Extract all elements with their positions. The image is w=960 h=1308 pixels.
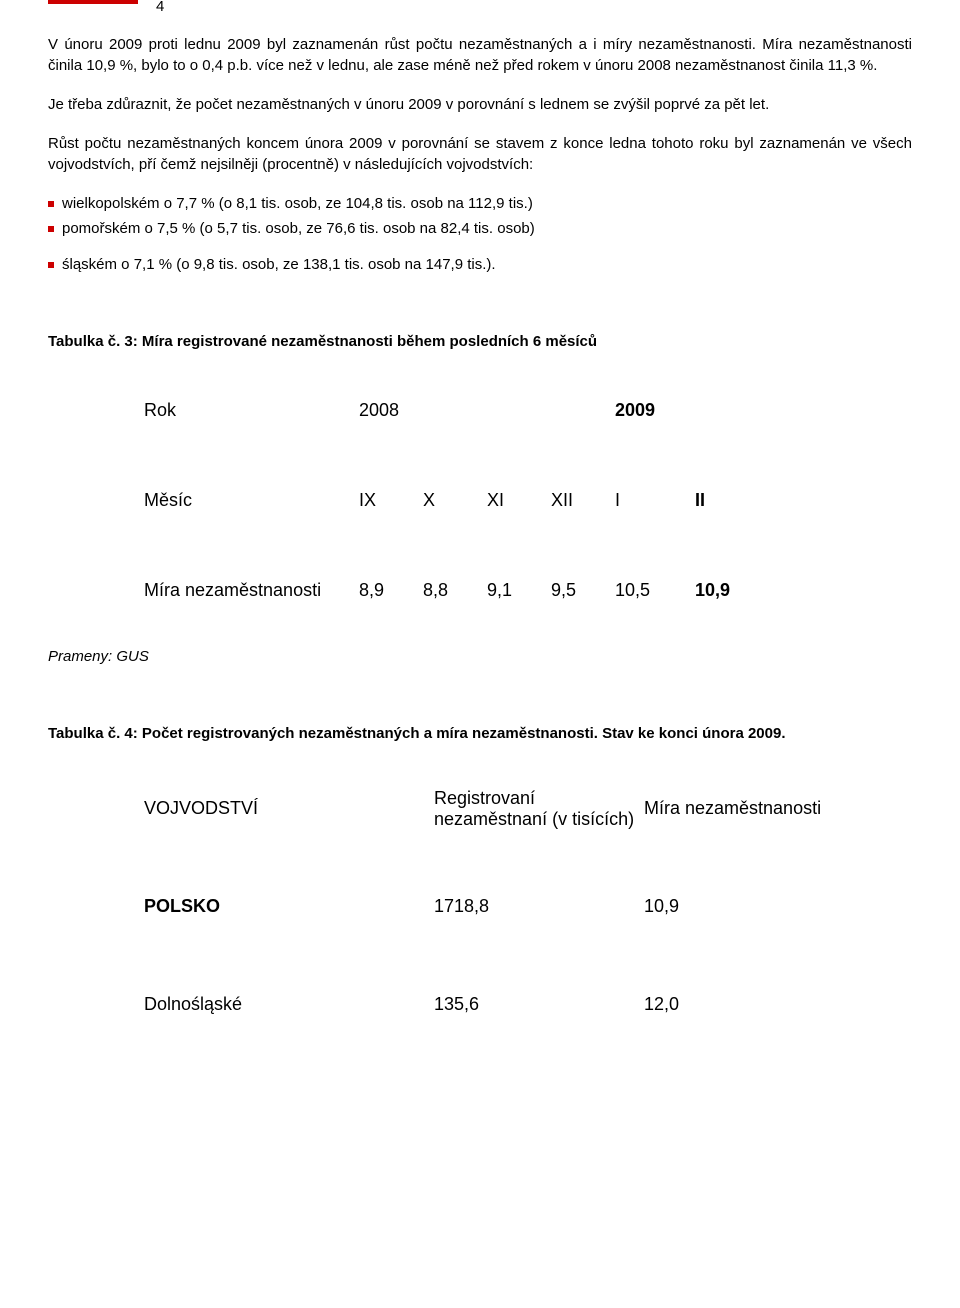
cell: X [423, 490, 487, 511]
table-header-row: VOJVODSTVÍ Registrovaní nezaměstnaní (v … [144, 770, 864, 848]
table3-title: Tabulka č. 3: Míra registrované nezaměst… [48, 333, 912, 350]
cell: Dolnośląské [144, 994, 434, 1015]
paragraph-2: Je třeba zdůraznit, že počet nezaměstnan… [48, 94, 912, 115]
cell: 1718,8 [434, 896, 644, 917]
cell: 135,6 [434, 994, 644, 1015]
list-item: pomořském o 7,5 % (o 5,7 tis. osob, ze 7… [48, 218, 912, 241]
cell: XI [487, 490, 551, 511]
bullet-list-1: wielkopolském o 7,7 % (o 8,1 tis. osob, … [48, 193, 912, 240]
cell: IX [359, 490, 423, 511]
bullet-list-2: śląském o 7,1 % (o 9,8 tis. osob, ze 138… [48, 254, 912, 277]
cell: 8,9 [359, 580, 423, 601]
cell: XII [551, 490, 615, 511]
cell: 10,5 [615, 580, 695, 601]
page-number-row: 4 [48, 4, 912, 20]
list-item: śląském o 7,1 % (o 9,8 tis. osob, ze 138… [48, 254, 912, 277]
header-cell: Míra nezaměstnanosti [644, 798, 854, 819]
source-note: Prameny: GUS [48, 648, 912, 665]
table-row: Dolnośląské 135,6 12,0 [144, 966, 864, 1044]
document-page: 4 V únoru 2009 proti lednu 2009 byl zazn… [0, 0, 960, 1104]
cell: I [615, 490, 695, 511]
cell: II [695, 490, 775, 511]
cell-label: Míra nezaměstnanosti [144, 580, 359, 601]
cell-label: Měsíc [144, 490, 359, 511]
table-row: Rok 2008 2009 [144, 378, 794, 444]
table-row: Měsíc IX X XI XII I II [144, 468, 794, 534]
list-item: wielkopolském o 7,7 % (o 8,1 tis. osob, … [48, 193, 912, 216]
paragraph-3: Růst počtu nezaměstnaných koncem února 2… [48, 133, 912, 175]
table-row: POLSKO 1718,8 10,9 [144, 868, 864, 946]
table4-title: Tabulka č. 4: Počet registrovaných nezam… [48, 725, 912, 742]
cell: 8,8 [423, 580, 487, 601]
table4: VOJVODSTVÍ Registrovaní nezaměstnaní (v … [144, 770, 864, 1044]
cell: 10,9 [644, 896, 854, 917]
table-row: Míra nezaměstnanosti 8,9 8,8 9,1 9,5 10,… [144, 558, 794, 624]
cell: 2008 [359, 400, 615, 421]
cell: 9,1 [487, 580, 551, 601]
cell: 9,5 [551, 580, 615, 601]
page-number: 4 [156, 0, 164, 15]
cell-label: Rok [144, 400, 359, 421]
table3: Rok 2008 2009 Měsíc IX X XI XII I II Mír… [144, 378, 794, 624]
header-cell: Registrovaní nezaměstnaní (v tisících) [434, 788, 644, 830]
paragraph-1: V únoru 2009 proti lednu 2009 byl zaznam… [48, 34, 912, 76]
cell: 10,9 [695, 580, 775, 601]
cell: POLSKO [144, 896, 434, 917]
header-cell: VOJVODSTVÍ [144, 798, 434, 819]
cell: 12,0 [644, 994, 854, 1015]
cell: 2009 [615, 400, 775, 421]
